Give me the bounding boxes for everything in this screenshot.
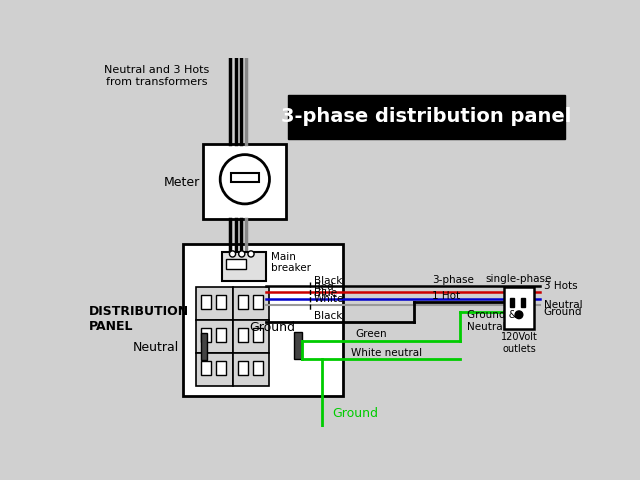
Bar xyxy=(221,252,266,281)
Circle shape xyxy=(515,311,523,319)
Text: DISTRIBUTION
PANEL: DISTRIBUTION PANEL xyxy=(90,305,189,334)
Text: 3-phase: 3-phase xyxy=(432,275,474,285)
Bar xyxy=(216,328,225,342)
Text: Neutral: Neutral xyxy=(543,300,582,310)
Bar xyxy=(238,361,248,375)
Bar xyxy=(201,328,211,342)
Circle shape xyxy=(230,251,236,257)
Bar xyxy=(201,361,211,375)
Bar xyxy=(520,298,525,307)
Bar xyxy=(294,332,302,359)
Text: Ground: Ground xyxy=(543,307,582,317)
Text: Green: Green xyxy=(355,329,387,339)
Bar xyxy=(232,320,269,353)
Bar xyxy=(504,287,534,329)
Bar xyxy=(183,244,344,396)
Text: 1 Hot: 1 Hot xyxy=(432,291,460,301)
Bar xyxy=(225,259,246,269)
Text: Main
breaker: Main breaker xyxy=(271,252,311,273)
Bar xyxy=(288,95,565,139)
Text: White: White xyxy=(314,294,344,304)
Circle shape xyxy=(239,251,245,257)
Bar xyxy=(232,353,269,386)
Text: Black: Black xyxy=(314,276,342,286)
Text: Black: Black xyxy=(314,311,342,321)
Text: Ground &
Neutral: Ground & Neutral xyxy=(467,310,516,332)
Bar xyxy=(238,295,248,309)
Text: Red: Red xyxy=(314,282,334,292)
Text: 120Volt
outlets: 120Volt outlets xyxy=(500,333,538,354)
Text: 3 Hots: 3 Hots xyxy=(543,281,577,291)
Circle shape xyxy=(248,251,254,257)
Text: White neutral: White neutral xyxy=(351,348,422,358)
Bar xyxy=(216,361,225,375)
Bar xyxy=(216,295,225,309)
Text: Meter: Meter xyxy=(164,176,200,189)
Text: Neutral: Neutral xyxy=(133,341,179,354)
Text: Neutral and 3 Hots
from transformers: Neutral and 3 Hots from transformers xyxy=(104,65,210,87)
Bar xyxy=(196,353,232,386)
Bar xyxy=(204,144,287,219)
Bar xyxy=(253,295,262,309)
Bar xyxy=(253,328,262,342)
Bar xyxy=(196,287,232,320)
Bar xyxy=(509,298,515,307)
Bar xyxy=(196,320,232,353)
Text: 3-phase distribution panel: 3-phase distribution panel xyxy=(282,108,572,126)
Circle shape xyxy=(220,155,269,204)
Text: Ground: Ground xyxy=(250,321,296,334)
Bar xyxy=(231,173,259,182)
Bar xyxy=(201,295,211,309)
Text: Ground: Ground xyxy=(332,407,378,420)
Bar xyxy=(238,328,248,342)
Bar xyxy=(232,287,269,320)
Text: single-phase: single-phase xyxy=(486,275,552,284)
Bar xyxy=(201,333,207,360)
Text: Blue: Blue xyxy=(314,288,337,298)
Bar xyxy=(253,361,262,375)
